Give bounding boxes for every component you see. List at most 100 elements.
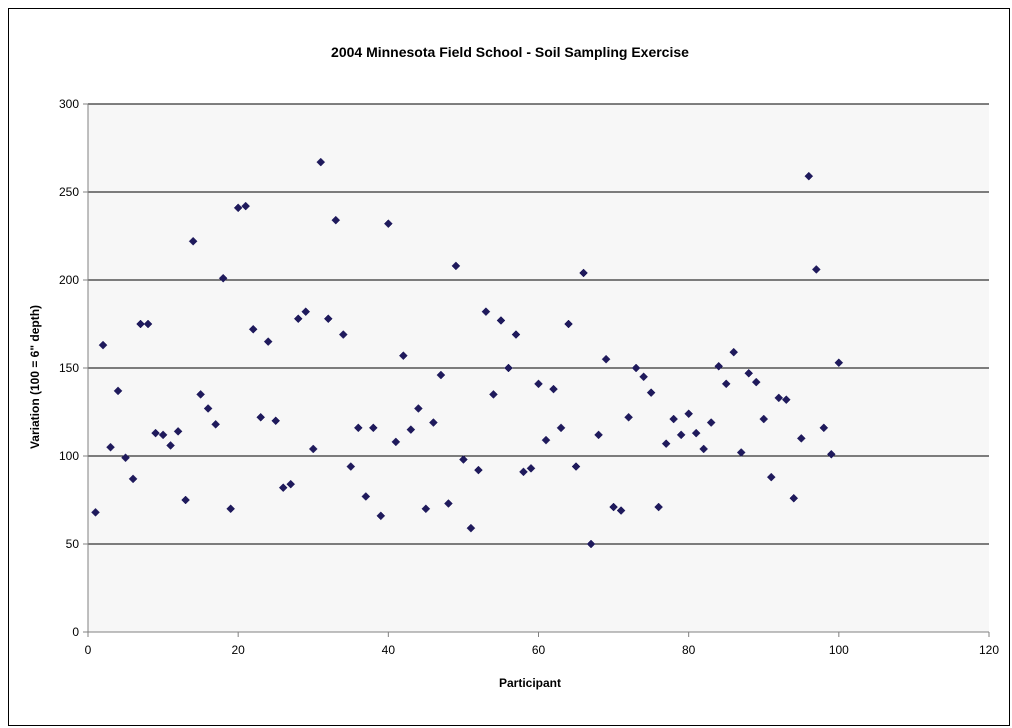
data-point — [136, 319, 145, 329]
axes — [83, 103, 990, 637]
data-point — [226, 504, 236, 514]
y-tick-label: 0 — [72, 625, 79, 639]
data-point — [526, 463, 536, 473]
y-axis-label: Variation (100 = 6" depth) — [28, 305, 42, 449]
grid-lines — [88, 103, 989, 545]
data-point — [203, 404, 213, 413]
data-point — [504, 363, 513, 373]
data-point — [579, 268, 588, 278]
y-tick-label: 300 — [59, 97, 79, 111]
data-point — [834, 358, 844, 368]
y-tick-label: 200 — [59, 273, 79, 287]
data-point — [301, 307, 311, 317]
data-points — [91, 157, 844, 549]
data-point — [654, 502, 663, 512]
data-point — [541, 435, 551, 445]
data-point — [571, 462, 581, 471]
data-point — [218, 273, 228, 283]
data-point — [459, 455, 468, 464]
data-point — [519, 467, 528, 477]
data-point — [759, 414, 769, 424]
data-point — [474, 465, 483, 475]
data-point — [481, 307, 491, 317]
data-point — [736, 448, 746, 457]
y-tick-label: 150 — [59, 361, 79, 375]
data-point — [594, 430, 603, 440]
data-point — [391, 437, 401, 447]
data-point — [278, 483, 288, 493]
data-point — [819, 423, 829, 433]
data-point — [271, 416, 281, 426]
data-point — [744, 368, 754, 378]
data-point — [406, 425, 416, 434]
data-point — [166, 441, 175, 450]
x-tick-label: 60 — [532, 643, 546, 657]
data-point — [489, 390, 498, 399]
data-point — [196, 390, 205, 399]
data-point — [676, 430, 686, 440]
data-point — [766, 472, 776, 482]
x-tick-label: 20 — [231, 643, 245, 657]
data-point — [353, 423, 363, 433]
data-point — [564, 319, 573, 329]
x-axis-label: Participant — [499, 676, 561, 690]
data-point — [263, 337, 273, 346]
x-tick-label: 80 — [682, 643, 696, 657]
data-point — [691, 428, 701, 438]
data-point — [233, 203, 243, 213]
data-point — [549, 384, 558, 394]
data-point — [804, 171, 814, 181]
data-point — [173, 427, 183, 436]
data-point — [556, 423, 566, 433]
data-point — [248, 324, 258, 334]
data-point — [751, 377, 761, 387]
data-point — [151, 428, 160, 438]
data-point — [669, 414, 679, 424]
data-point — [646, 388, 656, 397]
data-point — [211, 419, 220, 429]
data-point — [293, 314, 303, 324]
data-point — [624, 412, 633, 422]
data-point — [721, 379, 731, 389]
data-point — [609, 502, 618, 512]
data-point — [826, 449, 836, 459]
data-point — [308, 444, 318, 454]
data-point — [781, 395, 791, 405]
data-point — [466, 523, 476, 533]
y-tick-label: 250 — [59, 185, 79, 199]
data-point — [181, 495, 190, 505]
data-point — [511, 330, 521, 339]
data-point — [256, 412, 266, 422]
x-tick-label: 100 — [829, 643, 849, 657]
scatter-chart: 2004 Minnesota Field School - Soil Sampl… — [28, 44, 999, 690]
data-point — [774, 393, 784, 403]
data-point — [789, 493, 799, 503]
y-tick-labels: 0 50 100 150 200 250 300 — [59, 97, 79, 639]
data-point — [534, 379, 543, 389]
data-point — [451, 261, 461, 271]
data-point — [331, 215, 341, 225]
data-point — [729, 347, 739, 357]
data-point — [706, 418, 716, 427]
data-point — [398, 351, 408, 361]
data-point — [699, 444, 709, 454]
data-point — [106, 442, 115, 452]
y-tick-label: 50 — [66, 537, 80, 551]
data-point — [98, 340, 108, 350]
data-point — [241, 201, 251, 211]
data-point — [121, 453, 130, 463]
data-point — [436, 370, 446, 380]
data-point — [796, 434, 806, 443]
chart-frame: 2004 Minnesota Field School - Soil Sampl… — [8, 8, 1010, 726]
data-point — [286, 479, 296, 489]
data-point — [346, 462, 356, 471]
data-point — [421, 504, 431, 514]
data-point — [128, 474, 138, 484]
data-point — [601, 354, 611, 364]
data-point — [383, 219, 393, 229]
data-point — [368, 423, 378, 433]
data-point — [316, 157, 326, 167]
data-point — [444, 499, 453, 508]
data-point — [113, 386, 123, 396]
data-point — [91, 507, 100, 517]
